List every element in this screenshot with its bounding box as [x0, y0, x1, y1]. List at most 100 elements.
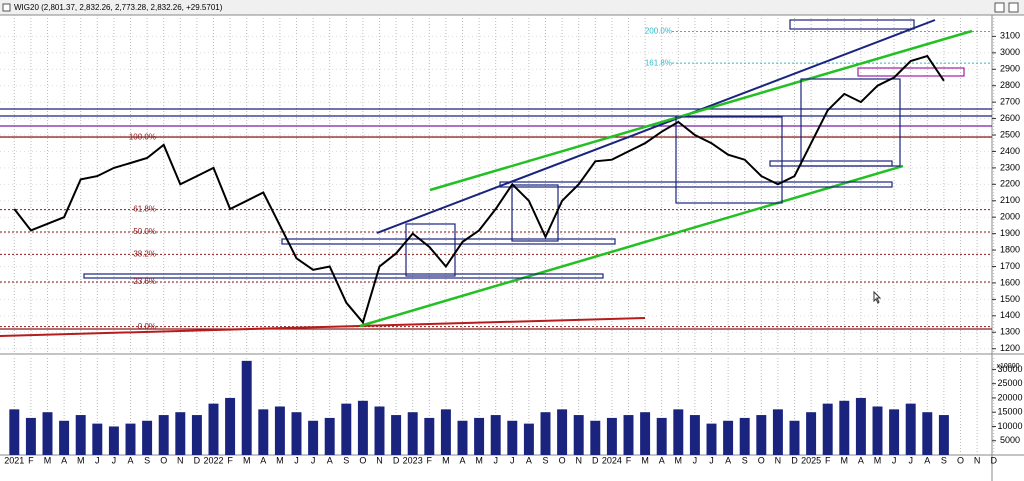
x-tick-label: A	[61, 455, 67, 465]
volume-bar	[656, 417, 667, 455]
x-tick-label: N	[376, 455, 383, 465]
y-tick-label: 1800	[1000, 244, 1020, 254]
x-tick-label: A	[858, 455, 864, 465]
y-tick-label: 2200	[1000, 179, 1020, 189]
volume-bar	[125, 423, 136, 455]
x-tick-label: S	[542, 455, 548, 465]
volume-bar	[623, 415, 634, 455]
x-tick-label: D	[194, 455, 201, 465]
volume-bar	[706, 423, 717, 455]
x-tick-label: M	[77, 455, 85, 465]
x-tick-label: J	[311, 455, 316, 465]
y-tick-label: 25000	[997, 378, 1022, 388]
x-tick-label: M	[276, 455, 284, 465]
fib-label: 23.6%	[133, 277, 156, 286]
x-tick-label: A	[459, 455, 465, 465]
zone-box	[511, 184, 559, 242]
x-tick-label: J	[493, 455, 498, 465]
zone-box	[83, 273, 604, 279]
y-tick-label: 2000	[1000, 212, 1020, 222]
fib-label: 50.0%	[133, 227, 156, 236]
x-tick-label: M	[44, 455, 52, 465]
volume-bar	[9, 409, 20, 455]
y-tick-label: 2300	[1000, 162, 1020, 172]
y-tick-label: 20000	[997, 392, 1022, 402]
volume-bar	[772, 409, 783, 455]
volume-bar	[357, 400, 368, 455]
volume-bar	[92, 423, 103, 455]
y-tick-label: 2900	[1000, 64, 1020, 74]
volume-bar	[590, 420, 601, 455]
volume-bar	[308, 420, 319, 455]
y-tick-label: 30000	[997, 364, 1022, 374]
fib-label: 100.0%	[129, 132, 156, 141]
price-line	[13, 54, 945, 325]
fib-label: 161.8%	[645, 58, 672, 67]
volume-bar	[523, 423, 534, 455]
volume-bar	[573, 415, 584, 455]
x-tick-label: N	[177, 455, 184, 465]
volume-bar	[507, 420, 518, 455]
volume-bar	[689, 415, 700, 455]
zone-box	[499, 181, 893, 188]
x-tick-label: O	[758, 455, 765, 465]
trend-line	[359, 164, 904, 328]
y-tick-label: 1300	[1000, 327, 1020, 337]
volume-bar	[241, 360, 252, 455]
volume-bar	[640, 412, 651, 455]
fib-label: 38.2%	[133, 249, 156, 258]
volume-bar	[407, 412, 418, 455]
trend-line	[429, 29, 973, 192]
fib-label: 61.8%	[133, 205, 156, 214]
x-tick-label: D	[393, 455, 400, 465]
x-tick-label: A	[127, 455, 133, 465]
y-tick-label: 2600	[1000, 113, 1020, 123]
zone-box	[789, 19, 915, 30]
zone-box	[800, 78, 901, 167]
x-tick-label: A	[725, 455, 731, 465]
volume-bar	[258, 409, 269, 455]
x-tick-label: M	[841, 455, 849, 465]
y-tick-label: 1200	[1000, 343, 1020, 353]
x-tick-label: S	[941, 455, 947, 465]
x-tick-label: 2021	[4, 455, 24, 465]
x-tick-label: O	[559, 455, 566, 465]
volume-bar	[324, 417, 335, 455]
y-tick-label: 1600	[1000, 277, 1020, 287]
volume-bar	[208, 403, 219, 455]
volume-bar	[806, 412, 817, 455]
x-tick-label: 2024	[602, 455, 622, 465]
y-tick-label: 2700	[1000, 97, 1020, 107]
x-tick-label: F	[227, 455, 233, 465]
x-tick-label: 2023	[403, 455, 423, 465]
x-tick-label: N	[575, 455, 582, 465]
close-button[interactable]	[1008, 2, 1019, 13]
y-tick-label: 3100	[1000, 31, 1020, 41]
zone-box	[281, 238, 616, 245]
volume-bar	[142, 420, 153, 455]
x-tick-label: A	[526, 455, 532, 465]
y-tick-label: 2100	[1000, 195, 1020, 205]
x-tick-label: O	[957, 455, 964, 465]
volume-bar	[723, 420, 734, 455]
zone-box	[405, 223, 456, 277]
y-tick-label: 2800	[1000, 80, 1020, 90]
volume-bar	[158, 415, 169, 455]
y-tick-label: 5000	[1000, 435, 1020, 445]
x-tick-label: A	[924, 455, 930, 465]
x-tick-label: J	[908, 455, 913, 465]
x-tick-label: 2025	[801, 455, 821, 465]
x-tick-label: A	[260, 455, 266, 465]
volume-bar	[75, 415, 86, 455]
volume-bar	[341, 403, 352, 455]
volume-bar	[59, 420, 70, 455]
x-tick-label: J	[294, 455, 299, 465]
x-tick-label: F	[427, 455, 433, 465]
trend-line	[376, 19, 936, 234]
fib-label: 0.0%	[138, 322, 156, 331]
restore-button[interactable]	[994, 2, 1005, 13]
x-tick-label: M	[475, 455, 483, 465]
volume-bar	[191, 415, 202, 455]
